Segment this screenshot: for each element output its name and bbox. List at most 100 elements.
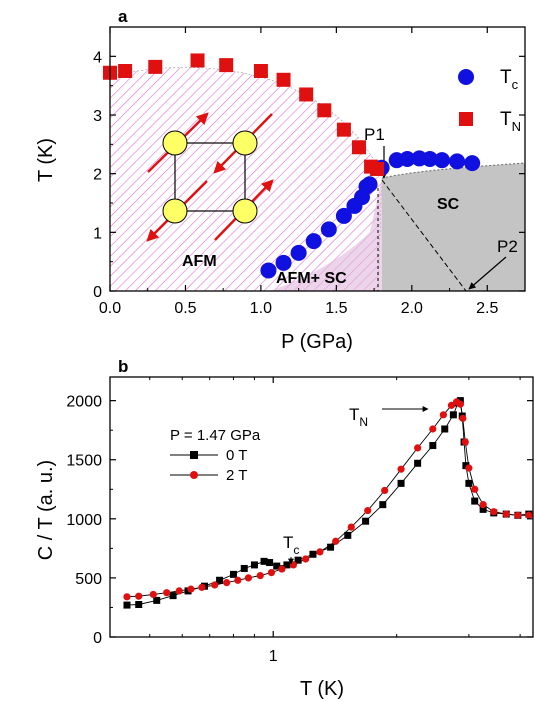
panel-b-ylabel: C / T (a. u.)	[35, 460, 57, 560]
point-2t	[471, 485, 479, 493]
point-0t	[379, 501, 387, 509]
tn-point	[317, 103, 332, 118]
point-0t	[266, 559, 274, 567]
tn-point	[336, 122, 351, 137]
point-2t	[278, 565, 286, 573]
y-tick-label: 3	[93, 108, 102, 125]
point-2t	[429, 425, 437, 433]
point-2t	[397, 465, 405, 473]
point-2t	[244, 574, 252, 582]
y-tick-label: 1500	[66, 453, 102, 470]
tc-point	[464, 155, 481, 172]
y-tick-label: 500	[75, 571, 102, 588]
tc-point	[305, 233, 322, 250]
tn-point	[276, 72, 291, 87]
tn-point	[352, 140, 366, 155]
panel-b-frame	[109, 376, 534, 638]
panel-b: b P = 1.47 GPa 0 T 2 T Tc TN 0 500 1000 150…	[35, 357, 534, 700]
legend-tn-label: TN	[500, 109, 521, 134]
point-0t	[429, 442, 437, 450]
point-2t	[211, 581, 219, 589]
point-0t	[479, 505, 487, 513]
y-tick-label: 1	[93, 225, 102, 242]
point-2t	[256, 571, 264, 580]
tc-point	[449, 153, 466, 170]
x-tick-label: 0.0	[99, 300, 121, 317]
tn-point	[190, 53, 205, 68]
panel-b-axes: 0 500 1000 1500 2000 1	[66, 377, 533, 665]
tc-point	[421, 151, 438, 167]
point-2t	[223, 579, 231, 587]
legend-tc-label: Tc	[500, 67, 519, 92]
point-0t	[135, 601, 143, 608]
tc-point	[320, 221, 337, 238]
point-2t	[187, 585, 195, 593]
point-0t	[153, 596, 161, 604]
point-2t	[447, 401, 456, 409]
tn-point	[370, 161, 385, 176]
point-0t	[471, 497, 479, 505]
sc-dome-dotted	[381, 162, 526, 179]
y-tick-label: 4	[93, 49, 102, 66]
spin-lattice-icon	[146, 112, 274, 242]
point-0t	[441, 425, 449, 433]
point-2t	[525, 511, 533, 519]
panel-a-label: a	[118, 7, 128, 26]
sc-region	[382, 163, 525, 291]
tc-point	[399, 151, 416, 167]
panel-a-ylabel: T (K)	[35, 138, 57, 182]
point-2t	[135, 592, 143, 600]
tc-point	[335, 207, 352, 224]
point-0t	[283, 561, 291, 569]
legend-2t: 2 T	[170, 467, 247, 484]
panel-a: a AFM AFM+ SC SC P1 P2	[35, 7, 526, 353]
x-tick-label: 1.0	[250, 300, 272, 317]
point-0t	[169, 592, 177, 600]
sc-afm-boundary-dashed	[381, 179, 467, 292]
point-2t	[514, 511, 522, 519]
panel-b-label: b	[118, 357, 128, 376]
tn-point	[219, 58, 234, 73]
legend-tc-marker	[458, 69, 474, 85]
point-0t	[273, 562, 281, 570]
tc-point	[275, 254, 292, 271]
x-tick-label: 2.0	[401, 300, 423, 317]
point-2t	[439, 411, 447, 419]
point-0t	[309, 550, 317, 558]
point-2t	[490, 508, 498, 516]
point-2t	[175, 587, 183, 595]
point-2t	[234, 576, 242, 584]
point-0t	[250, 561, 258, 569]
p1-label: P1	[364, 125, 385, 144]
tn-point	[253, 64, 268, 78]
tc-point	[361, 176, 378, 193]
point-2t	[302, 555, 310, 563]
point-0t	[362, 517, 370, 525]
legend-title: P = 1.47 GPa	[170, 427, 261, 444]
point-2t	[465, 464, 473, 472]
legend-0t-label: 0 T	[226, 447, 247, 464]
point-2t	[364, 506, 372, 515]
tn-point	[118, 64, 133, 78]
point-2t	[267, 568, 276, 577]
point-2t	[461, 438, 469, 446]
x-tick-label: 0.5	[174, 300, 196, 317]
afm-sc-label: AFM+ SC	[276, 270, 347, 287]
point-2t	[414, 444, 422, 452]
afm-sc-region	[270, 178, 382, 291]
point-2t	[381, 486, 389, 495]
point-2t	[456, 400, 464, 408]
tn-point	[148, 59, 163, 74]
point-0t	[397, 479, 405, 487]
tn-annotation: TN	[349, 405, 368, 429]
point-0t	[216, 576, 224, 584]
x-tick-label: 1.5	[325, 300, 347, 317]
panel-a-legend: Tc TN	[458, 67, 521, 134]
point-2t	[316, 548, 324, 556]
point-0t	[449, 411, 457, 419]
tc-point	[260, 262, 277, 279]
point-0t	[344, 531, 352, 539]
point-0t	[260, 557, 268, 565]
panel-a-axes: 0.0 0.5 1.0 1.5 2.0 2.5 0 1 2 3 4	[93, 27, 525, 317]
